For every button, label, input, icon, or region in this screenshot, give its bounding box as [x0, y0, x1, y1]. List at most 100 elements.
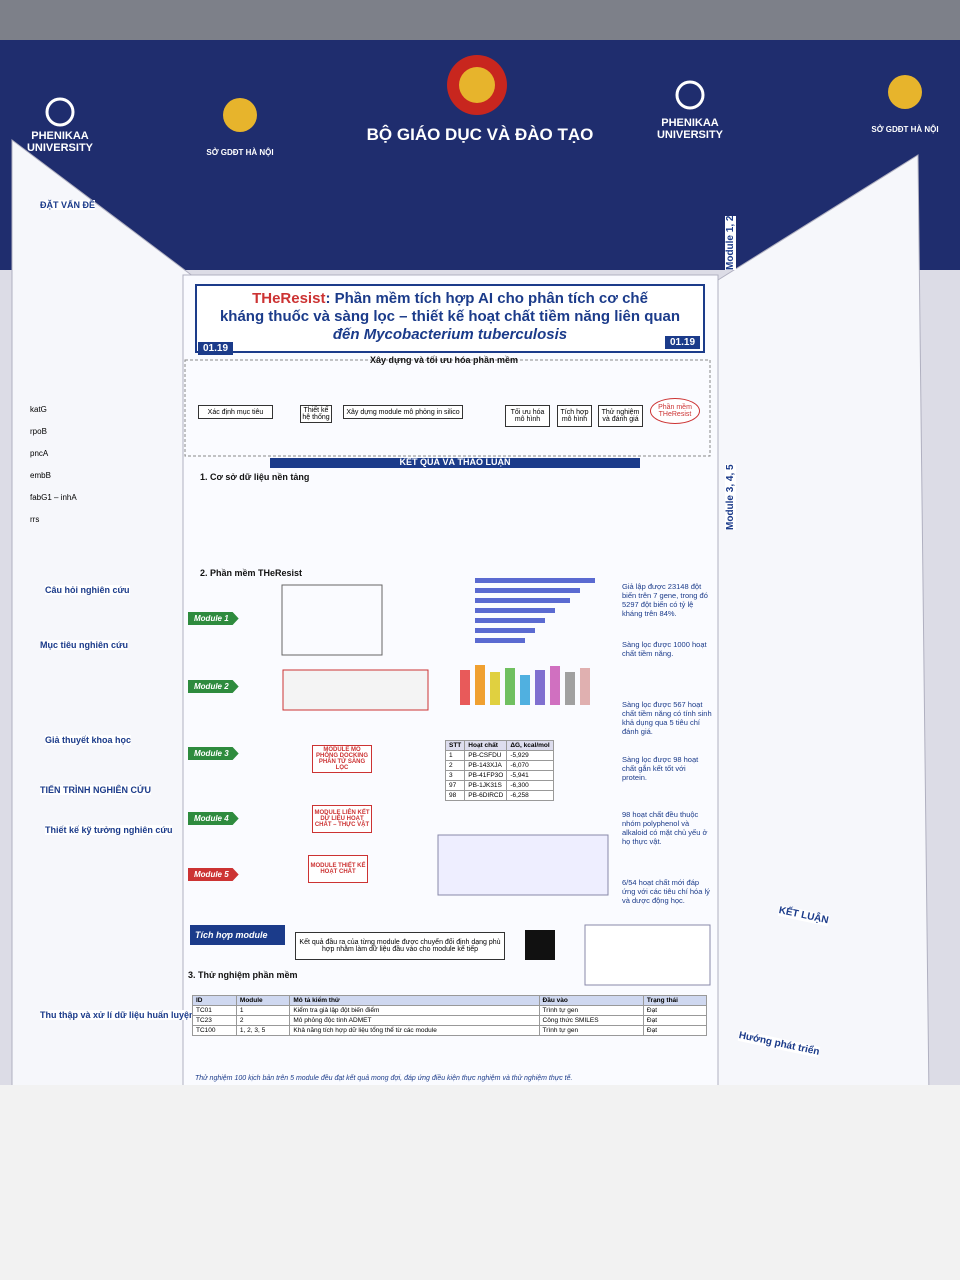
header-cell: Mô tả kiểm thử	[289, 995, 540, 1006]
cell: PB-CSFDU	[464, 750, 508, 761]
right-section-title: Module 3, 4, 5	[725, 464, 736, 530]
cell: -6,070	[506, 760, 554, 771]
cell: TC01	[192, 1005, 237, 1016]
left-section-title: TIẾN TRÌNH NGHIÊN CỨU	[40, 785, 151, 795]
cell: 97	[444, 780, 466, 791]
integration: Tích hợp module	[195, 930, 268, 940]
gene: embB	[30, 471, 51, 480]
cell: Đạt	[642, 1015, 708, 1026]
cell: TC100	[192, 1025, 237, 1036]
cell: -5,941	[506, 770, 554, 781]
header-cell: ID	[192, 995, 237, 1006]
cell: Mô phỏng độc tính ADMET	[289, 1015, 540, 1026]
finding: Giả lập được 23148 đột biến trên 7 gene,…	[622, 582, 708, 618]
row: TC100 1, 2, 3, 5 Khả năng tích hợp dữ liệu…	[192, 1025, 708, 1036]
flow-step: Xây dựng module mô phỏng in silico	[343, 405, 463, 419]
cell: Đạt	[642, 1025, 708, 1036]
title-line: đến Mycobacterium tuberculosis	[332, 326, 568, 343]
org-left: PHENIKAA UNIVERSITY	[26, 130, 93, 154]
row: TC23 2 Mô phỏng độc tính ADMET Công thức SM…	[192, 1015, 708, 1026]
row: 3 PB-41FP3O -5,941	[444, 770, 554, 781]
cell: 2	[444, 760, 466, 771]
title-brand: THeResist	[252, 290, 326, 307]
finding: Sàng lọc được 567 hoạt chất tiềm năng có…	[622, 700, 712, 736]
row: 1 PB-CSFDU -5,929	[444, 750, 554, 761]
gene: pncA	[30, 449, 49, 458]
section-heading: 2. Phần mềm THeResist	[200, 568, 303, 578]
cell: PB-6DIRCD	[464, 790, 508, 801]
header-row: ID Module Mô tả kiểm thử Đầu vào Trạng thái	[192, 995, 708, 1006]
cell: TC23	[192, 1015, 237, 1026]
header-cell: ΔG, kcal/mol	[506, 740, 554, 751]
section-heading: 1. Cơ sở dữ liệu nền tảng	[200, 472, 310, 482]
org-right: PHENIKAA UNIVERSITY	[656, 117, 723, 141]
finding: Sàng lọc được 1000 hoạt chất tiềm năng.	[622, 640, 707, 658]
flow-step: Thử nghiệm và đánh giá	[598, 405, 643, 427]
flow-step: Tích hợp mô hình	[557, 405, 592, 427]
cell: 1	[235, 1005, 291, 1016]
title-line: : Phần mềm tích hợp AI cho phân tích cơ …	[325, 290, 648, 307]
poster-title: THeResist: Phần mềm tích hợp AI cho phân…	[200, 290, 700, 344]
header-cell: Module	[235, 995, 291, 1006]
row: TC01 1 Kiểm tra giả lập đột biến điểm Trình…	[192, 1005, 708, 1016]
module-tag: Module 3	[188, 747, 239, 760]
gene: katG	[30, 405, 47, 414]
cell: Trình tự gen	[538, 1025, 644, 1036]
flow-step: Thiết kế hệ thống	[300, 405, 332, 423]
module-tag: Module 1	[188, 612, 239, 625]
test-note: Thử nghiệm 100 kịch bản trên 5 module đề…	[195, 1075, 573, 1082]
left-section-title: Thiết kế kỹ tưởng nghiên cứu	[45, 825, 173, 835]
cell: Khả năng tích hợp dữ liệu tổng thể từ cá…	[289, 1025, 540, 1036]
gene: rpoB	[30, 427, 47, 436]
finding: Sàng lọc được 98 hoạt chất gắn kết tốt v…	[622, 755, 699, 782]
header-cell: Đầu vào	[538, 995, 644, 1006]
section-heading: 3. Thử nghiệm phần mềm	[188, 970, 298, 980]
finding: 98 hoạt chất đều thuộc nhóm polyphenol v…	[622, 810, 708, 846]
row: 98 PB-6DIRCD -6,258	[444, 790, 554, 801]
left-section-title: Câu hỏi nghiên cứu	[45, 585, 130, 595]
cell: -6,258	[506, 790, 554, 801]
cell: 3	[444, 770, 466, 781]
cell: 2	[235, 1015, 291, 1026]
cell: PB-1JK31S	[464, 780, 508, 791]
header-cell: STT	[444, 740, 466, 751]
gene: rrs	[30, 515, 40, 524]
row: 97 PB-1JK31S -6,300	[444, 780, 554, 791]
title-line: kháng thuốc và sàng lọc – thiết kế hoạt …	[219, 308, 681, 325]
cell: PB-41FP3O	[464, 770, 508, 781]
cell: 98	[444, 790, 466, 801]
module-box: MODULE LIÊN KẾT DỮ LIỆU HOẠT CHẤT – THỰC…	[312, 805, 372, 833]
left-section-title: Thu thập và xử lí dữ liệu huấn luyện	[40, 1010, 195, 1020]
gene: fabG1 – inhA	[30, 493, 77, 502]
header-row: STT Hoạt chất ΔG, kcal/mol	[444, 740, 554, 751]
badge: 01.19	[665, 336, 701, 349]
ministry: BỘ GIÁO DỤC VÀ ĐÀO TẠO	[366, 125, 594, 144]
table-body: ID Module Mô tả kiểm thử Đầu vào Trạng thái T…	[192, 995, 708, 1036]
module-box: MODULE MÔ PHỎNG DOCKING PHÂN TỬ SÀNG LỌC	[312, 745, 372, 773]
finding: 6/54 hoạt chất mới đáp ứng với các tiêu …	[622, 878, 710, 905]
flow-step: Tối ưu hóa mô hình	[505, 405, 550, 427]
cell: 1, 2, 3, 5	[235, 1025, 291, 1036]
module-tag: Module 2	[188, 680, 239, 693]
integration-text: Kết quả đầu ra của từng module được chuy…	[295, 932, 505, 960]
left-section-title: Giả thuyết khoa học	[45, 735, 132, 745]
cell: Trình tự gen	[538, 1005, 644, 1016]
left-section-title: ĐẶT VẤN ĐỀ	[40, 200, 96, 210]
cell: PB-143XJA	[464, 760, 508, 771]
results-heading: KẾT QUẢ VÀ THẢO LUẬN	[399, 457, 511, 467]
cell: Kiểm tra giả lập đột biến điểm	[289, 1005, 540, 1016]
header-cell: Hoạt chất	[464, 740, 508, 751]
cell: -5,929	[506, 750, 554, 761]
right-section-title: Module 1, 2	[725, 215, 736, 270]
dept-right: SỞ GDĐT HÀ NỘI	[871, 125, 939, 134]
badge: 01.19	[198, 342, 234, 355]
flow-step: Phần mềm THeResist	[650, 398, 700, 424]
left-section-title: Mục tiêu nghiên cứu	[40, 640, 129, 650]
table: ID Module Mô tả kiểm thử Đầu vào Trạng thái T…	[192, 995, 708, 1036]
section-heading: Xây dựng và tối ưu hóa phần mềm	[370, 355, 519, 365]
module-tag: Module 5	[188, 868, 239, 881]
row: 2 PB-143XJA -6,070	[444, 760, 554, 771]
flow-step: Xác định mục tiêu	[198, 405, 273, 419]
